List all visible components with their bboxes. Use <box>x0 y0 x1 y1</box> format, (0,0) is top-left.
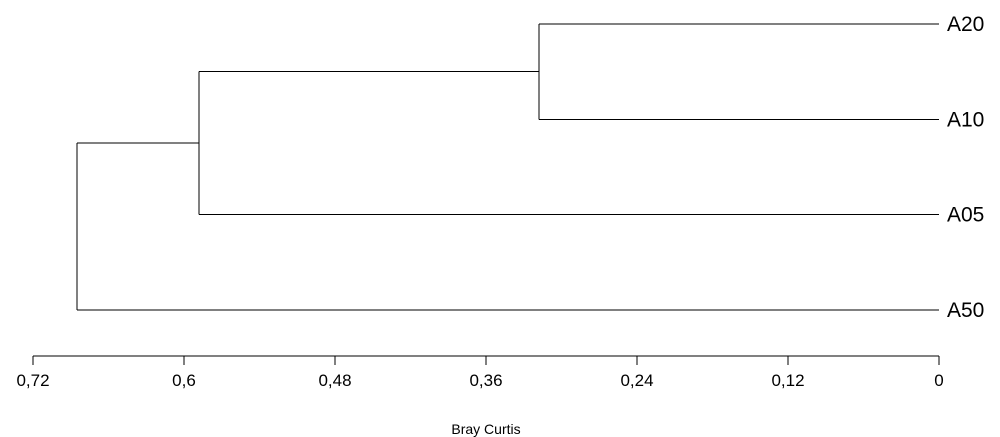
x-tick-label-2: 0,48 <box>318 371 351 390</box>
x-tick-label-1: 0,6 <box>172 371 196 390</box>
x-axis-ticks: 0,72 0,6 0,48 0,36 0,24 0,12 0 <box>16 356 944 390</box>
x-tick-label-6: 0 <box>934 371 943 390</box>
leaf-label-a20: A20 <box>947 13 984 36</box>
x-axis: 0,72 0,6 0,48 0,36 0,24 0,12 0 <box>16 355 944 390</box>
leaf-label-a05: A05 <box>947 204 984 227</box>
x-axis-title: Bray Curtis <box>451 421 520 437</box>
x-tick-label-0: 0,72 <box>16 371 49 390</box>
leaf-labels: A20 A10 A05 A50 <box>947 13 984 322</box>
dendrogram-branches <box>76 23 939 311</box>
leaf-label-a50: A50 <box>947 299 984 322</box>
x-tick-label-3: 0,36 <box>469 371 502 390</box>
leaf-label-a10: A10 <box>947 108 984 131</box>
x-tick-label-5: 0,12 <box>771 371 804 390</box>
x-tick-label-4: 0,24 <box>620 371 653 390</box>
